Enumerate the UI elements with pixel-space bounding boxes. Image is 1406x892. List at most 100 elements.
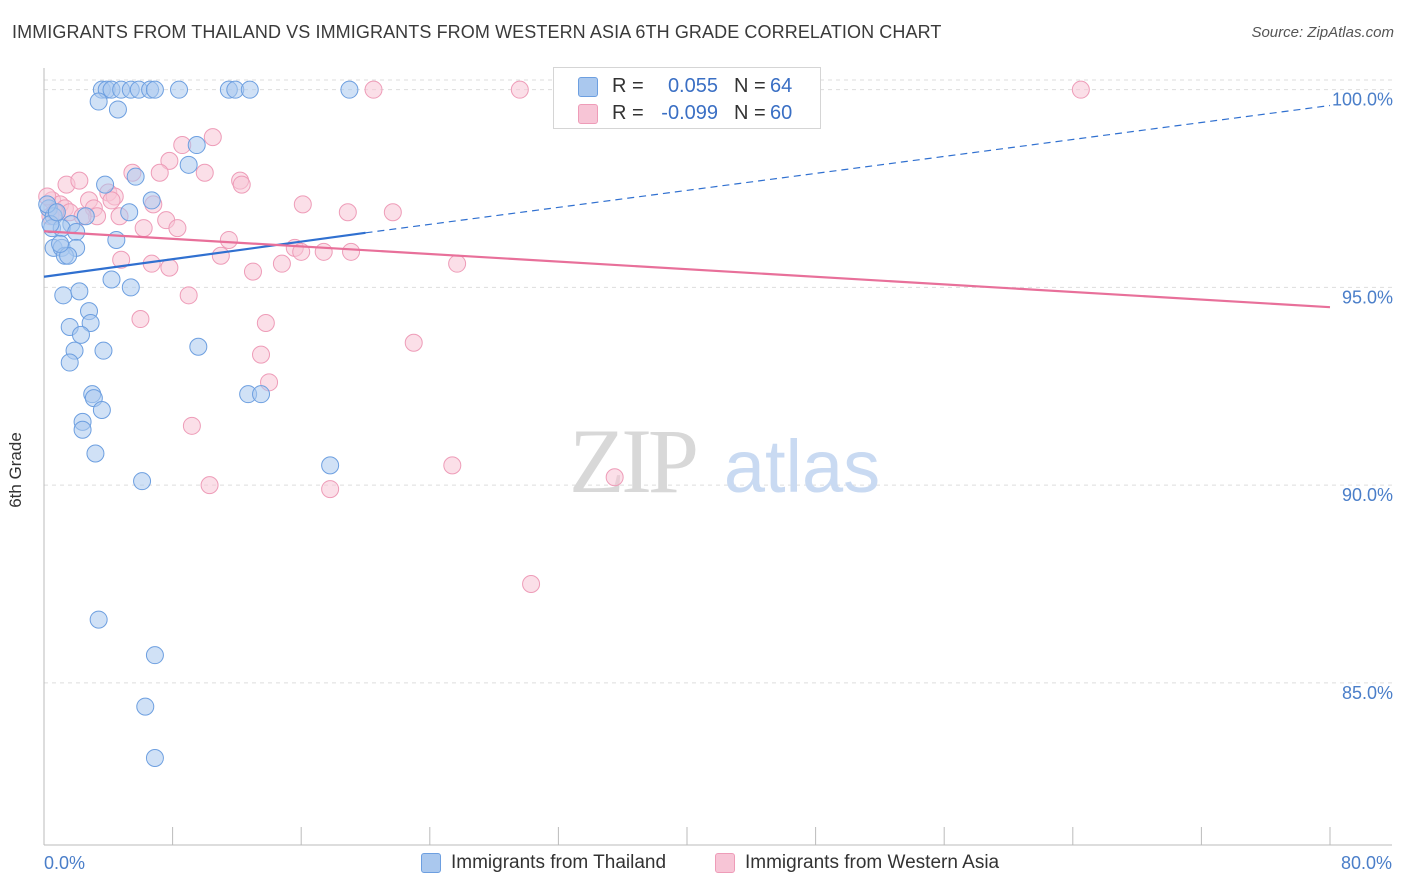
pink-point bbox=[256, 314, 275, 332]
pink-point bbox=[1071, 80, 1090, 99]
pink-point bbox=[168, 219, 187, 238]
blue-point bbox=[145, 80, 164, 99]
blue-point bbox=[102, 270, 121, 289]
blue-points bbox=[38, 80, 359, 767]
pink-point bbox=[160, 258, 179, 277]
blue-point bbox=[54, 286, 73, 305]
pink-swatch bbox=[578, 104, 598, 124]
pink-point bbox=[160, 151, 179, 170]
y-axis-label: 6th Grade bbox=[6, 432, 25, 508]
blue-point bbox=[170, 80, 189, 99]
pink-point bbox=[443, 456, 462, 475]
pink-point bbox=[182, 416, 201, 435]
blue-point bbox=[136, 697, 155, 716]
legend-swatch-pink bbox=[715, 853, 735, 873]
pink-point bbox=[179, 286, 198, 305]
legend-swatch-blue bbox=[421, 853, 441, 873]
pink-point bbox=[404, 333, 423, 352]
blue-point bbox=[60, 353, 79, 372]
pink-point bbox=[605, 468, 624, 487]
watermark: ZIP atlas bbox=[569, 410, 880, 512]
blue-point bbox=[321, 456, 340, 475]
pink-n-label: N = bbox=[734, 102, 766, 124]
pink-point bbox=[232, 175, 251, 194]
blue-point bbox=[145, 749, 164, 767]
chart-title: IMMIGRANTS FROM THAILAND VS IMMIGRANTS F… bbox=[12, 22, 942, 42]
pink-n-value: 60 bbox=[770, 102, 793, 124]
pink-point bbox=[448, 254, 467, 273]
watermark-zip: ZIP bbox=[569, 410, 696, 512]
pink-point bbox=[338, 203, 357, 222]
pink-point bbox=[342, 242, 361, 261]
blue-point bbox=[145, 646, 164, 665]
y-tick-label: 90.0% bbox=[1342, 485, 1393, 505]
y-tick-label: 95.0% bbox=[1342, 287, 1393, 307]
blue-point bbox=[86, 444, 105, 463]
pink-point bbox=[364, 80, 383, 99]
pink-r-label: R = bbox=[612, 102, 644, 124]
blue-point bbox=[179, 155, 198, 174]
blue-point bbox=[76, 207, 95, 226]
pink-point bbox=[272, 254, 291, 273]
legend-item-thailand[interactable]: Immigrants from Thailand bbox=[421, 852, 666, 874]
pink-point bbox=[200, 476, 219, 495]
blue-point bbox=[187, 136, 206, 155]
blue-r-value: 0.055 bbox=[667, 75, 718, 97]
x-axis-min-label: 0.0% bbox=[44, 853, 86, 873]
stats-row-pink: R = -0.099 N = 60 bbox=[554, 100, 822, 128]
blue-trend-line bbox=[43, 231, 366, 278]
blue-point bbox=[71, 325, 90, 344]
blue-point bbox=[189, 337, 208, 356]
blue-point bbox=[120, 203, 139, 222]
pink-point bbox=[203, 128, 222, 147]
blue-point bbox=[92, 401, 111, 419]
y-tick-labels: 85.0% 90.0% 95.0% 100.0% bbox=[1332, 90, 1393, 703]
blue-point bbox=[133, 472, 152, 491]
blue-n-value: 64 bbox=[770, 75, 793, 97]
blue-point bbox=[96, 175, 115, 194]
blue-point bbox=[94, 341, 113, 360]
source-label: Source: ZipAtlas.com bbox=[1251, 24, 1394, 41]
blue-n-label: N = bbox=[734, 75, 766, 97]
pink-point bbox=[243, 262, 262, 281]
y-tick-label: 85.0% bbox=[1342, 683, 1393, 703]
blue-point bbox=[340, 80, 359, 99]
pink-point bbox=[314, 242, 333, 261]
pink-points bbox=[38, 80, 1090, 593]
blue-point bbox=[142, 191, 161, 210]
pink-point bbox=[252, 345, 271, 364]
pink-point bbox=[134, 219, 153, 238]
pink-point bbox=[219, 230, 238, 249]
watermark-atlas: atlas bbox=[724, 425, 880, 508]
pink-trend-line bbox=[43, 230, 1331, 309]
stats-legend: R = 0.055 N = 64 R = -0.099 N = 60 bbox=[553, 67, 821, 129]
blue-point bbox=[89, 610, 108, 629]
blue-point bbox=[126, 167, 145, 186]
blue-point bbox=[70, 282, 89, 301]
pink-point bbox=[383, 203, 402, 222]
y-tick-label: 100.0% bbox=[1332, 90, 1393, 110]
pink-point bbox=[293, 195, 312, 214]
bottom-legend: Immigrants from Thailand Immigrants from… bbox=[0, 852, 1406, 878]
pink-point bbox=[211, 246, 230, 265]
pink-point bbox=[321, 480, 340, 499]
blue-point bbox=[47, 203, 66, 222]
legend-label-thailand: Immigrants from Thailand bbox=[451, 852, 667, 873]
pink-point bbox=[150, 163, 169, 182]
blue-point bbox=[89, 92, 108, 111]
blue-point bbox=[81, 314, 100, 332]
blue-swatch bbox=[578, 77, 598, 97]
blue-point bbox=[252, 385, 271, 404]
trend-lines bbox=[43, 104, 1331, 309]
blue-point bbox=[121, 278, 140, 297]
pink-point bbox=[195, 163, 214, 182]
pink-point bbox=[522, 575, 541, 593]
gridlines bbox=[44, 79, 1392, 684]
legend-item-western-asia[interactable]: Immigrants from Western Asia bbox=[715, 852, 999, 874]
blue-point bbox=[51, 234, 70, 253]
blue-point bbox=[73, 420, 92, 439]
blue-point bbox=[240, 80, 259, 99]
pink-point bbox=[70, 171, 89, 190]
blue-trend-extension bbox=[365, 104, 1331, 234]
stats-row-blue: R = 0.055 N = 64 bbox=[554, 73, 822, 101]
